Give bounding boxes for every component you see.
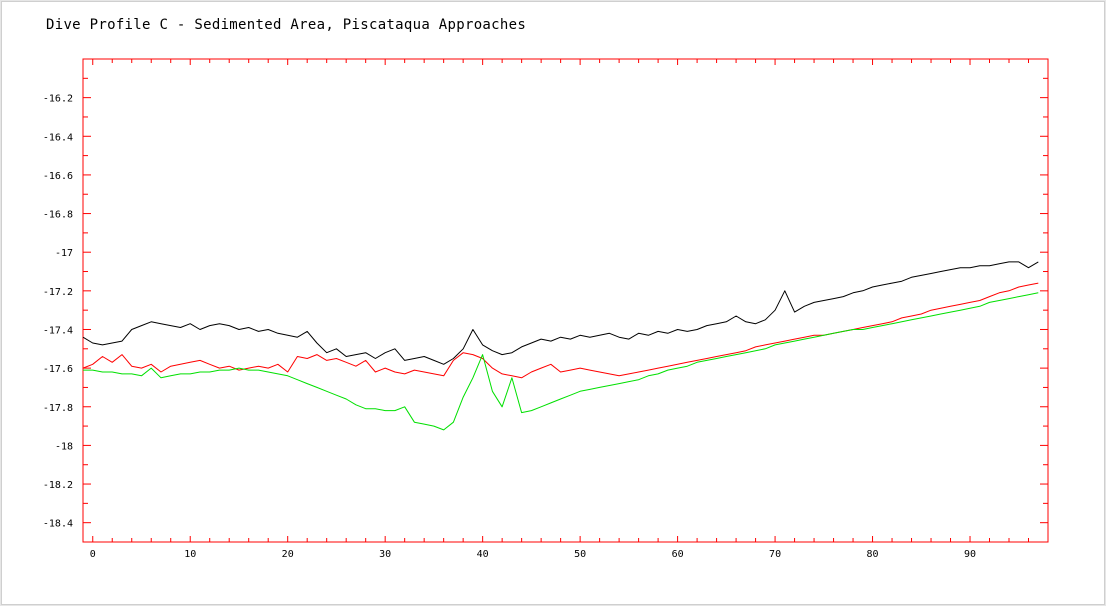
- y-tick-label: -17.4: [43, 325, 73, 336]
- chart-title: Dive Profile C - Sedimented Area, Piscat…: [46, 17, 527, 33]
- x-tick-label: 50: [574, 549, 586, 560]
- x-tick-label: 30: [379, 549, 391, 560]
- x-tick-label: 70: [769, 549, 781, 560]
- series-line-1: [82, 261, 1039, 365]
- x-tick-label: 10: [184, 549, 196, 560]
- y-tick-label: -18: [55, 441, 73, 452]
- y-tick-label: -17.6: [43, 364, 73, 375]
- series-line-3: [83, 292, 1039, 431]
- y-tick-label: -16.8: [43, 210, 73, 221]
- x-tick-label: 80: [867, 549, 879, 560]
- x-tick-label: 0: [90, 549, 96, 560]
- y-tick-label: -16.2: [43, 94, 73, 105]
- y-tick-label: -17.2: [43, 287, 73, 298]
- x-tick-label: 20: [282, 549, 294, 560]
- y-tick-label: -16.4: [43, 132, 73, 143]
- x-tick-label: 60: [672, 549, 684, 560]
- y-tick-label: -17.8: [43, 403, 73, 414]
- x-tick-label: 90: [964, 549, 976, 560]
- y-tick-label: -18.4: [43, 519, 73, 530]
- x-tick-label: 40: [477, 549, 489, 560]
- y-tick-label: -17: [55, 248, 73, 259]
- y-tick-label: -16.6: [43, 171, 73, 182]
- plot-area-border: [82, 58, 1049, 543]
- y-tick-label: -18.2: [43, 480, 73, 491]
- series-line-2: [82, 282, 1039, 379]
